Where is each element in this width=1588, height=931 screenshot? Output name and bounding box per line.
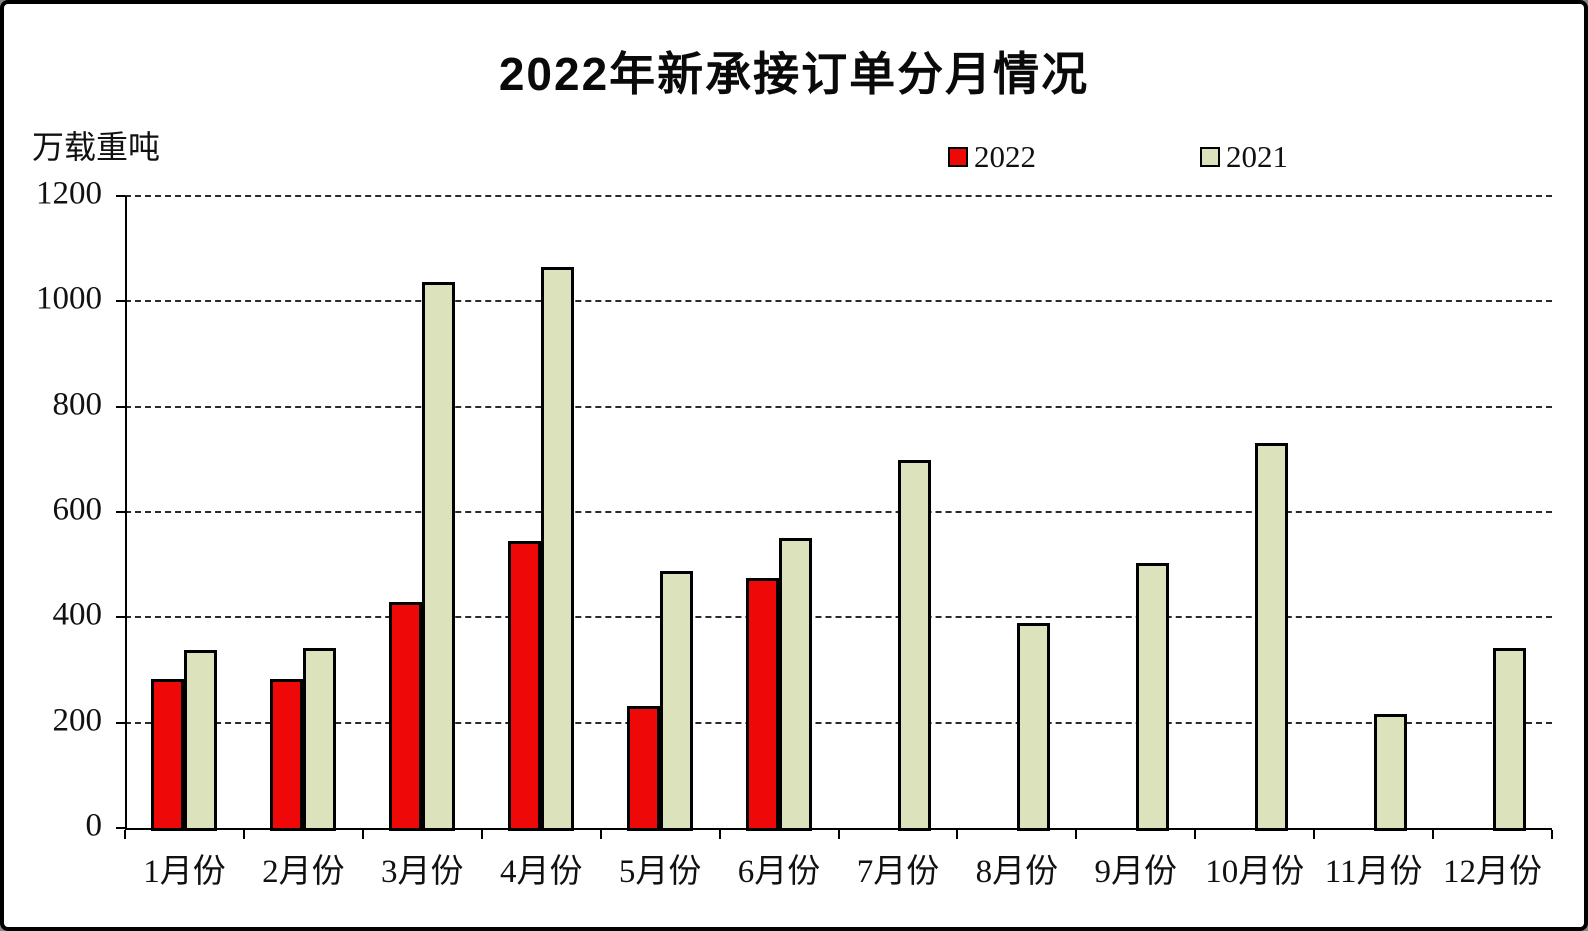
x-category-label-11: 11月份 [1324, 854, 1423, 890]
gridline-400 [125, 616, 1552, 619]
legend-label-2022: 2022 [974, 139, 1036, 174]
bar-2022-month-2 [270, 679, 304, 831]
y-axis-tick-1000 [116, 300, 125, 303]
y-axis-tick-400 [116, 616, 125, 619]
y-axis-tick-1200 [116, 195, 125, 197]
y-tick-label-0: 0 [85, 807, 103, 844]
y-axis-tick-200 [116, 721, 125, 724]
bar-2022-month-5 [627, 705, 661, 831]
x-axis-tick-6 [837, 830, 840, 839]
x-category-label-3: 3月份 [381, 854, 464, 890]
x-category-label-2: 2月份 [262, 854, 345, 890]
y-tick-label-1200: 1200 [36, 175, 102, 212]
y-tick-label-200: 200 [52, 702, 103, 739]
gridline-1200 [125, 195, 1552, 197]
bar-2021-month-5 [660, 570, 694, 831]
bar-2021-month-1 [184, 649, 218, 831]
bar-2022-month-4 [508, 541, 542, 831]
x-axis-tick-10 [1313, 830, 1316, 839]
plot-area: 0 200 400 600 800 1000 1200 1月份 2月份 3月份 4月份 5月份 6月份 7… [4, 4, 1584, 927]
x-category-label-9: 9月份 [1094, 854, 1178, 890]
x-category-label-5: 5月份 [618, 854, 702, 890]
gridline-800 [125, 405, 1552, 408]
gridline-600 [125, 511, 1552, 513]
bar-2022-month-1 [151, 678, 185, 831]
x-category-label-12: 12月份 [1443, 854, 1543, 890]
x-axis-tick-2 [361, 830, 364, 839]
x-category-label-10: 10月份 [1205, 854, 1305, 890]
bar-2021-month-7 [897, 459, 931, 831]
x-axis-line [125, 828, 1552, 830]
bar-2021-month-2 [303, 647, 337, 831]
x-axis-tick-1 [242, 830, 245, 839]
y-axis-unit-label: 万载重吨 [32, 129, 161, 165]
y-axis-line [125, 196, 127, 828]
legend-swatch-2022 [948, 147, 968, 167]
y-axis-tick-0 [116, 827, 125, 829]
bar-2021-month-3 [422, 282, 456, 831]
x-category-label-6: 6月份 [737, 854, 821, 890]
x-axis-tick-11 [1432, 830, 1435, 839]
x-axis-tick-4 [599, 830, 602, 839]
bar-2021-month-11 [1373, 714, 1407, 831]
y-axis-tick-600 [116, 511, 125, 513]
bar-2021-month-10 [1254, 443, 1288, 831]
bar-2021-month-4 [541, 266, 575, 831]
gridline-200 [125, 721, 1552, 724]
x-axis-tick-5 [718, 830, 721, 839]
x-category-label-8: 8月份 [975, 854, 1059, 890]
x-category-label-7: 7月份 [856, 854, 940, 890]
y-tick-label-1000: 1000 [36, 280, 102, 317]
y-axis-tick-800 [116, 405, 125, 408]
gridline-1000 [125, 300, 1552, 303]
y-tick-label-600: 600 [52, 491, 103, 528]
x-category-label-4: 4月份 [499, 854, 583, 890]
x-axis-tick-7 [956, 830, 959, 839]
x-axis-tick-3 [480, 830, 483, 839]
y-tick-label-800: 800 [52, 386, 103, 423]
legend-item-2021: 2021 [1200, 139, 1288, 174]
x-axis-tick-8 [1075, 830, 1078, 839]
x-axis-tick-9 [1194, 830, 1197, 839]
bar-2021-month-8 [1016, 622, 1050, 831]
chart-title: 2022年新承接订单分月情况 [498, 48, 1090, 100]
x-axis-tick-12 [1551, 830, 1553, 839]
legend-label-2021: 2021 [1226, 139, 1288, 174]
bar-2022-month-3 [389, 601, 423, 831]
x-axis-tick-0 [124, 830, 126, 839]
bar-2021-month-12 [1492, 648, 1526, 831]
bar-2021-month-6 [779, 538, 813, 831]
bar-2022-month-6 [746, 577, 780, 831]
legend-item-2022: 2022 [948, 139, 1036, 174]
x-category-label-1: 1月份 [143, 854, 226, 890]
y-tick-label-400: 400 [52, 596, 103, 633]
bar-2021-month-9 [1135, 562, 1169, 831]
legend-swatch-2021 [1200, 147, 1220, 167]
